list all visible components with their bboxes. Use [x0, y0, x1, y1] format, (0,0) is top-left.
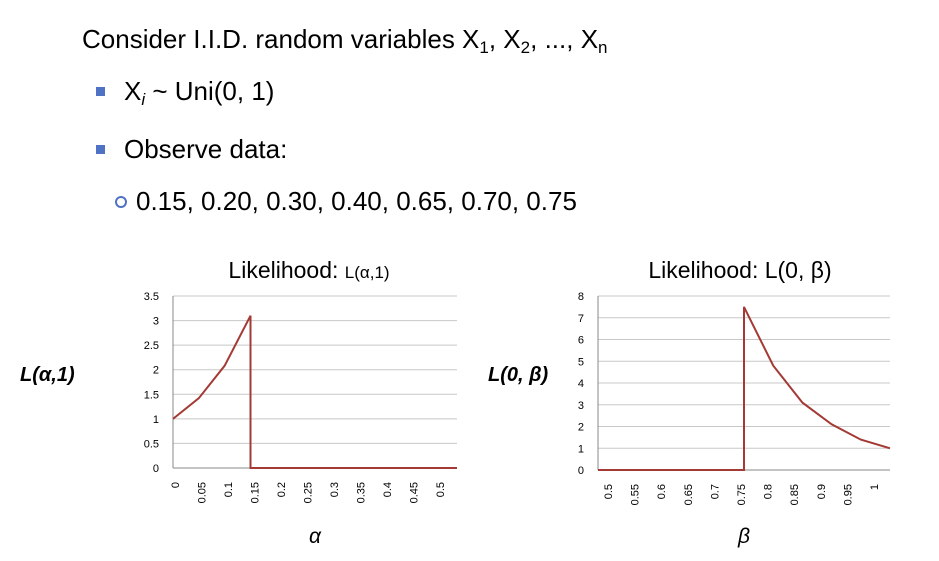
y-tick-label: 7 — [578, 313, 584, 325]
x-tick-label: 0.4 — [382, 482, 394, 497]
sub-1: 1 — [479, 38, 489, 57]
x-tick-label: 0.8 — [763, 484, 775, 499]
sub-i: i — [141, 90, 146, 109]
y-tick-label: 0 — [153, 463, 159, 475]
intro-sep-1: , X — [488, 24, 521, 54]
square-bullet-icon — [96, 87, 105, 96]
y-axis-label: L(α,1) — [20, 364, 75, 386]
chart-title: Likelihood: L(0, β) — [648, 257, 831, 283]
x-axis-label: α — [309, 525, 322, 548]
x-tick-label: 0.1 — [223, 482, 235, 497]
x-tick-label: 0.5 — [435, 482, 447, 497]
x-tick-label: 0.35 — [356, 482, 368, 503]
x-tick-label: 0.65 — [683, 484, 695, 505]
y-tick-label: 1.5 — [144, 389, 159, 401]
y-tick-label: 8 — [578, 291, 584, 303]
x-var: X — [124, 76, 142, 106]
y-tick-label: 0 — [578, 465, 584, 477]
y-axis-label: L(0, β) — [488, 364, 549, 386]
y-tick-label: 1 — [578, 443, 584, 455]
x-tick-label: 0.05 — [197, 482, 209, 503]
distribution-bullet: Xi ~ Uni(0, 1) — [124, 76, 274, 110]
x-tick-label: 0 — [170, 482, 182, 488]
x-axis-label: β — [737, 525, 750, 548]
x-tick-label: 0.6 — [656, 484, 668, 499]
y-tick-label: 2 — [153, 365, 159, 377]
y-tick-label: 3 — [153, 316, 159, 328]
y-tick-label: 5 — [578, 356, 584, 368]
sub-n: n — [598, 38, 608, 57]
x-tick-label: 0.15 — [250, 482, 262, 503]
x-tick-label: 0.9 — [816, 484, 828, 499]
intro-text: Consider I.I.D. random variables X — [82, 24, 480, 54]
y-tick-label: 3 — [578, 400, 584, 412]
intro-line: Consider I.I.D. random variables X1, X2,… — [82, 24, 608, 58]
y-tick-label: 6 — [578, 335, 584, 347]
x-tick-label: 0.5 — [603, 484, 615, 499]
x-tick-label: 0.7 — [709, 484, 721, 499]
x-tick-label: 0.3 — [329, 482, 341, 497]
circle-bullet-icon — [115, 196, 127, 208]
y-tick-label: 0.5 — [144, 438, 159, 450]
x-tick-label: 0.55 — [630, 484, 642, 505]
x-tick-label: 0.25 — [303, 482, 315, 503]
x-tick-label: 0.85 — [789, 484, 801, 505]
x-tick-label: 0.95 — [842, 484, 854, 505]
x-tick-label: 0.45 — [409, 482, 421, 503]
intro-sep-2: , ..., X — [530, 24, 599, 54]
x-tick-label: 0.75 — [736, 484, 748, 505]
observed-data: 0.15, 0.20, 0.30, 0.40, 0.65, 0.70, 0.75 — [136, 186, 577, 216]
observe-bullet: Observe data: — [124, 134, 288, 164]
distribution-text: ~ Uni(0, 1) — [145, 76, 275, 106]
y-tick-label: 3.5 — [144, 291, 159, 303]
y-tick-label: 2.5 — [144, 340, 159, 352]
likelihood-line — [598, 306, 891, 471]
y-tick-label: 1 — [153, 414, 159, 426]
sub-2: 2 — [520, 38, 531, 57]
likelihood-line — [172, 315, 457, 469]
x-tick-label: 1 — [869, 484, 881, 490]
y-tick-label: 2 — [578, 422, 584, 434]
x-tick-label: 0.2 — [276, 482, 288, 497]
y-tick-label: 4 — [578, 378, 584, 390]
square-bullet-icon — [96, 145, 105, 154]
chart-title: Likelihood: L(α,1) — [228, 257, 389, 283]
